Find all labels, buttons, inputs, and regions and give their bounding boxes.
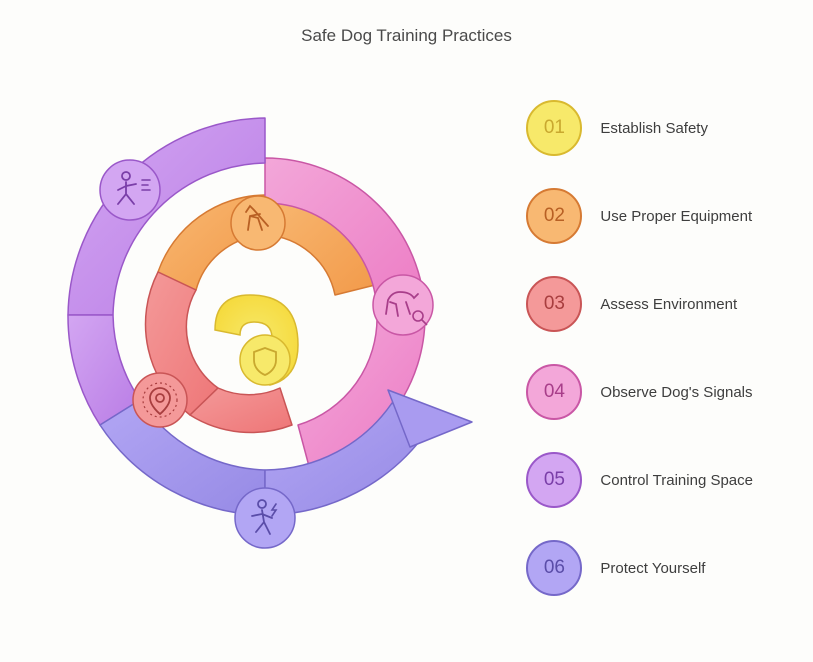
legend-item-1: 01 Establish Safety <box>526 100 753 156</box>
legend-label-4: Observe Dog's Signals <box>600 384 752 401</box>
legend-item-4: 04 Observe Dog's Signals <box>526 364 753 420</box>
legend-circle-4: 04 <box>526 364 582 420</box>
legend: 01 Establish Safety 02 Use Proper Equipm… <box>526 100 753 596</box>
legend-label-1: Establish Safety <box>600 120 708 137</box>
icon-person-run <box>100 160 160 220</box>
legend-item-5: 05 Control Training Space <box>526 452 753 508</box>
legend-circle-6: 06 <box>526 540 582 596</box>
icon-dog-walk <box>231 196 285 250</box>
legend-label-5: Control Training Space <box>600 472 753 489</box>
spiral-diagram <box>40 100 480 620</box>
legend-item-3: 03 Assess Environment <box>526 276 753 332</box>
legend-label-6: Protect Yourself <box>600 560 705 577</box>
legend-circle-3: 03 <box>526 276 582 332</box>
icon-dog-look <box>373 275 433 335</box>
icon-shield <box>240 335 290 385</box>
legend-circle-2: 02 <box>526 188 582 244</box>
page-title: Safe Dog Training Practices <box>0 26 813 46</box>
legend-circle-1: 01 <box>526 100 582 156</box>
spiral-svg <box>40 100 480 620</box>
legend-item-6: 06 Protect Yourself <box>526 540 753 596</box>
legend-label-3: Assess Environment <box>600 296 737 313</box>
icon-person-caution <box>235 488 295 548</box>
legend-label-2: Use Proper Equipment <box>600 208 752 225</box>
legend-circle-5: 05 <box>526 452 582 508</box>
icon-location <box>133 373 187 427</box>
legend-item-2: 02 Use Proper Equipment <box>526 188 753 244</box>
